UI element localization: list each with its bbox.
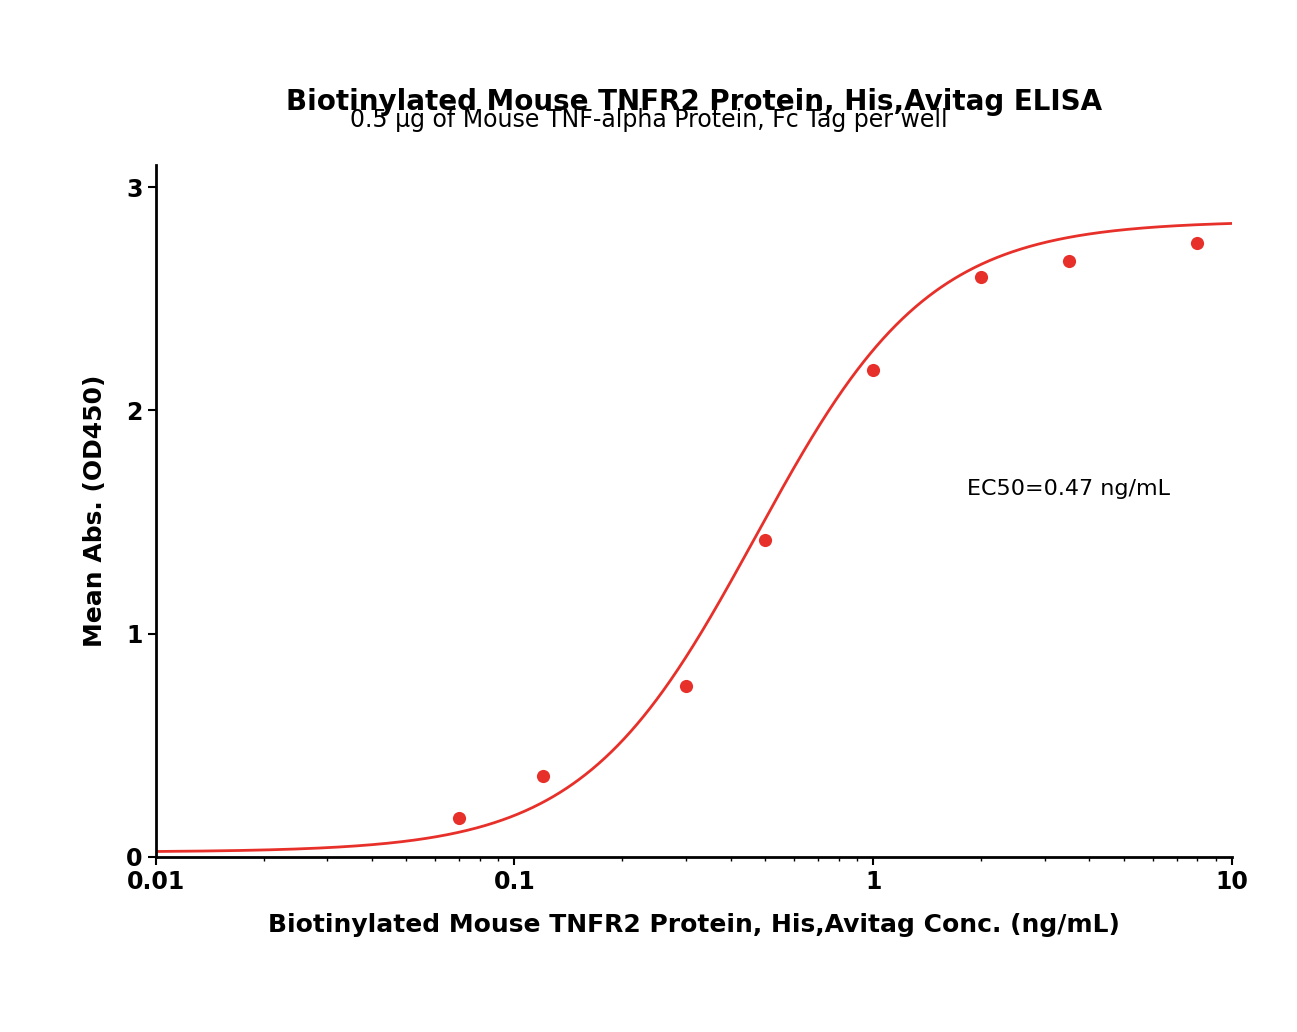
Title: Biotinylated Mouse TNFR2 Protein, His,Avitag ELISA: Biotinylated Mouse TNFR2 Protein, His,Av…: [285, 88, 1102, 116]
Point: [1058, 253, 1079, 269]
Point: [533, 768, 554, 784]
Text: EC50=0.47 ng/mL: EC50=0.47 ng/mL: [968, 479, 1170, 498]
Point: [1187, 235, 1208, 252]
Point: [676, 678, 696, 695]
Y-axis label: Mean Abs. (OD450): Mean Abs. (OD450): [83, 375, 106, 647]
Text: 0.5 μg of Mouse TNF-alpha Protein, Fc Tag per well: 0.5 μg of Mouse TNF-alpha Protein, Fc Ta…: [350, 108, 947, 132]
Point: [971, 268, 992, 285]
Point: [449, 809, 470, 826]
Point: [755, 531, 776, 548]
X-axis label: Biotinylated Mouse TNFR2 Protein, His,Avitag Conc. (ng/mL): Biotinylated Mouse TNFR2 Protein, His,Av…: [268, 913, 1119, 937]
Point: [863, 362, 883, 379]
